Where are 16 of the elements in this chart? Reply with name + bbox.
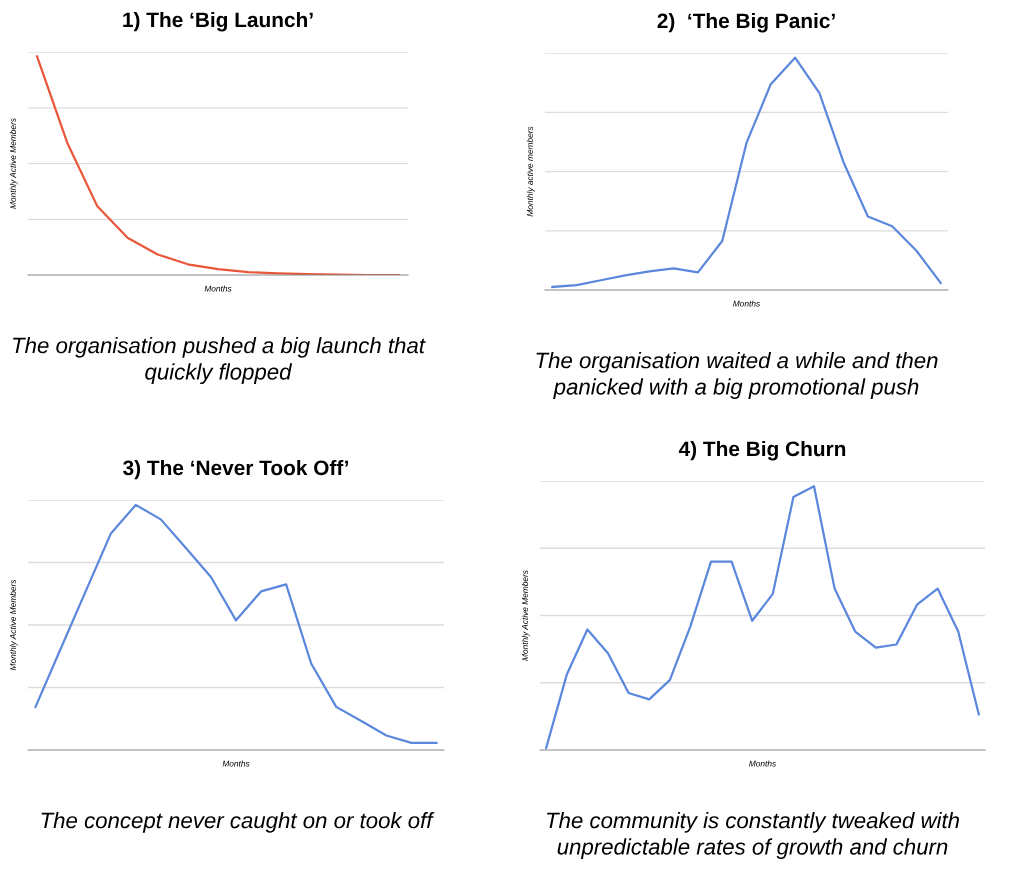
y-axis-title: Monthly Active Members: [521, 570, 530, 661]
x-axis-title: Months: [222, 760, 250, 767]
y-axis-title: Monthly Active Members: [9, 118, 18, 209]
text: The organisation waited a while and then panicked with a big promotional push: [536, 352, 938, 400]
x-axis-title: Months: [204, 285, 232, 292]
text: The organisation pushed a big launch that quickly flopped: [13, 337, 426, 385]
chart-title: 1) The ‘Big Launch’: [123, 11, 313, 32]
text: The community is constantly tweaked with unpredictable rates of growth and churn: [547, 812, 959, 860]
y-axis-title: Monthly active members: [526, 126, 535, 217]
x-axis-title: Months: [733, 300, 760, 307]
chart-title: 2) ‘The Big Panic’: [657, 12, 835, 33]
chart-title: 4) The Big Churn: [678, 440, 846, 461]
text: The concept never caught on or took off: [41, 812, 435, 833]
x-axis-title: Months: [749, 760, 776, 767]
chart-title: 3) The ‘Never Took Off’: [123, 459, 349, 480]
y-axis-title: Monthly Active Members: [9, 579, 18, 671]
